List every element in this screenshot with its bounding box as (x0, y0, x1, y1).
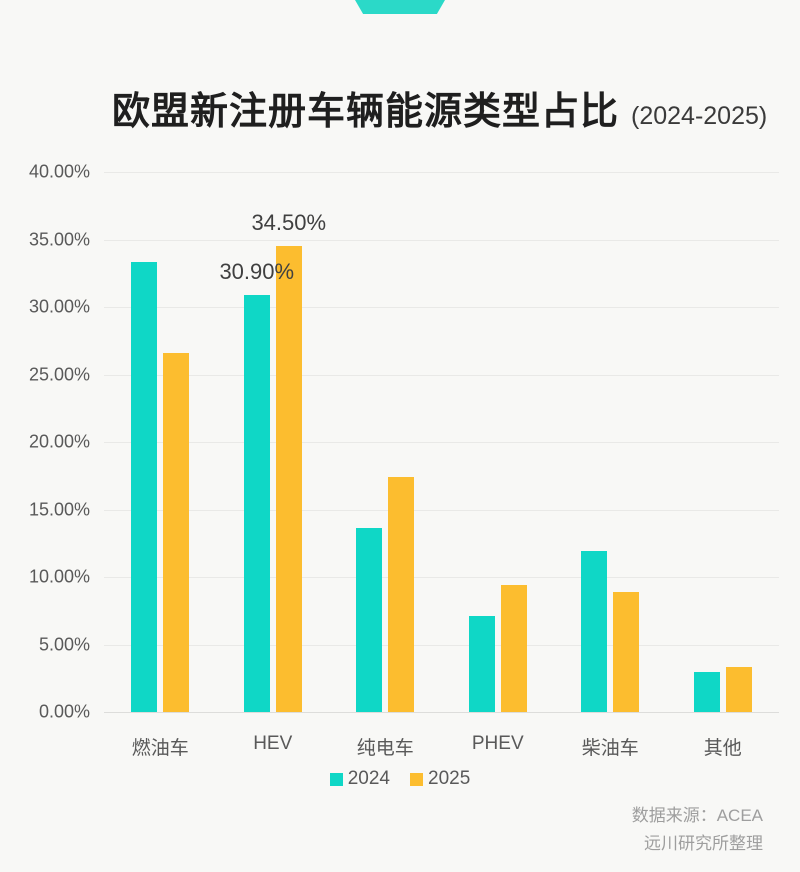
gridline-30 (104, 307, 779, 308)
bar-2025-燃油车 (163, 352, 190, 712)
legend-item-2024: 2024 (329, 768, 390, 790)
source-line-2: 远川研究所整理 (644, 834, 763, 853)
bar-2025-其他 (725, 667, 752, 712)
x-axis-label-PHEV: PHEV (471, 733, 524, 754)
y-axis-tick-label: 10.00% (28, 566, 90, 587)
bar-value-label-2024: 30.90% (219, 258, 295, 284)
gridline-20 (104, 442, 779, 443)
bar-2024-HEV (243, 294, 270, 712)
bar-2025-柴油车 (613, 591, 640, 712)
data-source-note: 数据来源：ACEA 远川研究所整理 (632, 802, 763, 858)
y-axis-tick-label: 15.00% (28, 499, 90, 519)
x-axis-label-HEV: HEV (253, 733, 293, 754)
chart-header: 欧盟新注册车辆能源类型占比 (2024-2025) (112, 80, 767, 135)
bar-2025-HEV (275, 246, 302, 712)
y-axis-tick-label: 30.00% (28, 296, 90, 317)
legend-swatch-2024 (329, 772, 343, 786)
gridline-10 (104, 577, 779, 578)
y-axis-tick-label: 20.00% (28, 431, 90, 452)
gridline-40 (104, 172, 779, 173)
y-axis-tick-label: 0.00% (38, 701, 90, 722)
x-axis-label-其他: 其他 (703, 738, 742, 759)
bar-2024-其他 (693, 671, 720, 712)
legend-label-2025: 2025 (428, 768, 471, 789)
y-axis-tick-label: 40.00% (28, 161, 90, 182)
gridline-5 (104, 644, 779, 646)
y-axis-tick-label: 25.00% (28, 364, 90, 384)
bar-2025-纯电车 (388, 477, 415, 712)
brand-logo-trapezoid (355, 0, 445, 14)
bar-2024-柴油车 (581, 551, 608, 712)
legend-item-2025: 2025 (410, 768, 470, 790)
bar-value-label-2025: 34.50% (251, 210, 327, 236)
bar-2025-PHEV (500, 585, 527, 712)
y-axis-tick-label: 35.00% (28, 229, 90, 249)
bar-2024-PHEV (468, 616, 495, 712)
gridline-15 (104, 509, 779, 511)
legend-label-2024: 2024 (347, 768, 390, 789)
y-axis-tick-label: 5.00% (38, 634, 90, 654)
bar-2024-燃油车 (131, 262, 158, 712)
gridline-25 (104, 374, 779, 376)
chart-legend: 2024 2025 (0, 768, 800, 790)
x-axis-label-纯电车: 纯电车 (356, 738, 414, 759)
source-line-1: 数据来源：ACEA (631, 806, 763, 825)
gridline-35 (104, 239, 779, 241)
x-axis-label-燃油车: 燃油车 (131, 738, 189, 759)
page-title: 欧盟新注册车辆能源类型占比 (112, 91, 620, 133)
page-subtitle: (2024-2025) (631, 102, 768, 130)
bar-2024-纯电车 (356, 528, 383, 712)
gridline-0 (104, 712, 779, 713)
legend-swatch-2025 (410, 772, 423, 786)
x-axis-label-柴油车: 柴油车 (581, 738, 639, 759)
